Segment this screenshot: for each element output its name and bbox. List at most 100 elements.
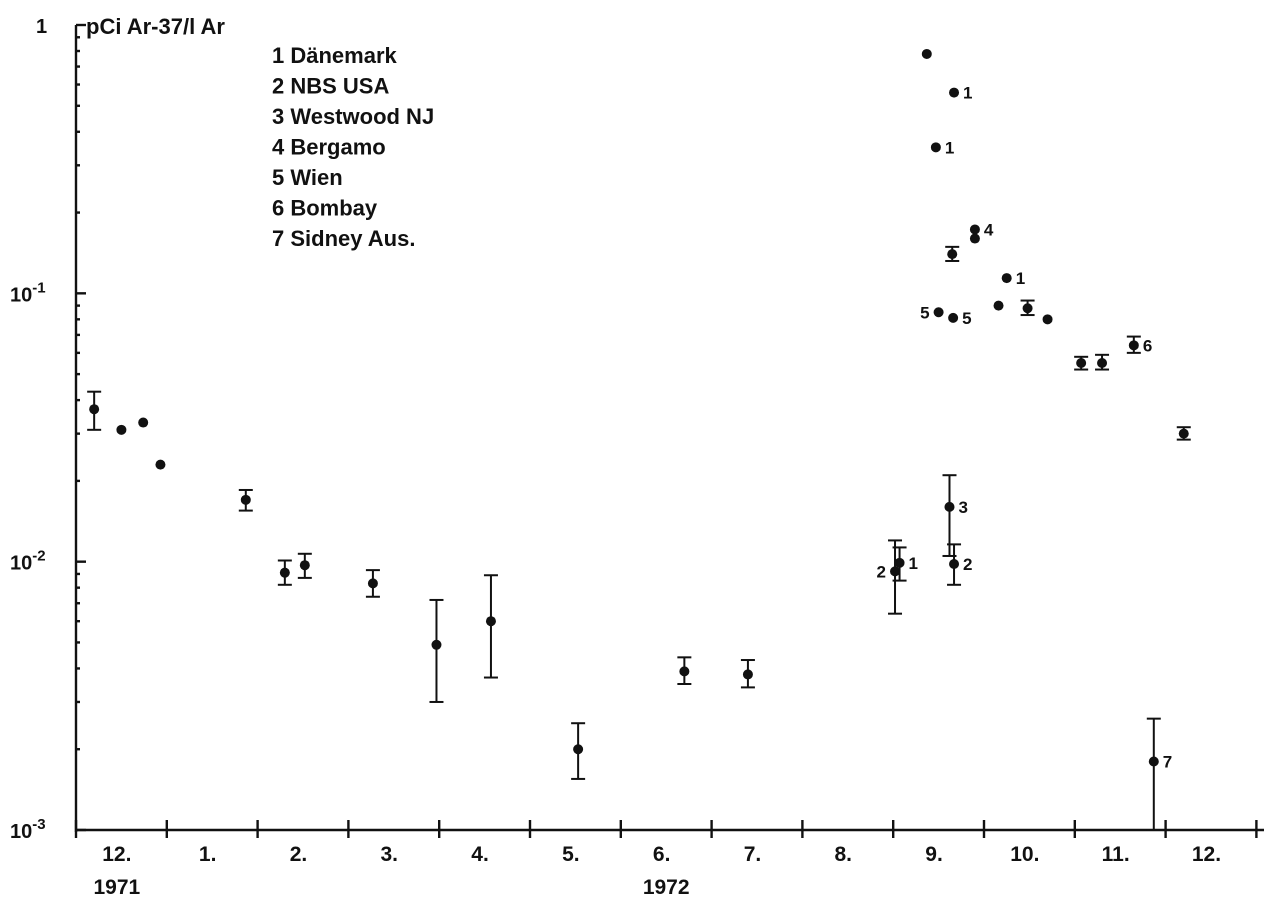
year-label: 1972 <box>643 876 690 899</box>
data-label: 3 <box>958 498 967 517</box>
x-tick-label: 12. <box>102 843 131 866</box>
data-marker <box>1128 340 1139 351</box>
data-marker <box>1042 314 1053 325</box>
data-point: 5 <box>948 309 972 328</box>
x-tick-label: 11. <box>1102 843 1130 866</box>
data-label: 6 <box>1143 336 1152 355</box>
data-marker <box>894 557 905 568</box>
x-tick-label: 7. <box>744 843 762 866</box>
data-marker <box>969 233 980 244</box>
legend-entry: 4 Bergamo <box>272 135 386 160</box>
x-tick-label: 4. <box>471 843 489 866</box>
data-point: 1 <box>930 138 954 157</box>
data-point <box>945 245 960 262</box>
data-point <box>1042 314 1053 325</box>
y-axis-ticks: 1 10-1 10-2 10-3 <box>10 16 86 843</box>
data-marker <box>299 560 310 571</box>
data-marker <box>573 744 584 755</box>
axes <box>74 25 1264 832</box>
y-tick-label: 10-1 <box>10 279 46 306</box>
data-marker <box>947 249 958 260</box>
data-point: 1 <box>892 546 918 582</box>
data-marker <box>116 424 127 435</box>
data-point <box>1074 355 1089 371</box>
x-tick-label: 1. <box>199 843 217 866</box>
y-tick-label: 10-2 <box>10 548 46 575</box>
x-tick-label: 8. <box>835 843 853 866</box>
data-marker <box>1097 358 1108 369</box>
data-point <box>483 574 498 679</box>
data-label: 4 <box>984 220 994 239</box>
x-tick-label: 9. <box>925 843 943 866</box>
data-marker <box>921 48 932 59</box>
data-marker <box>279 567 290 578</box>
data-point: 2 <box>877 539 903 615</box>
data-point: 6 <box>1126 335 1152 355</box>
data-point: 5 <box>920 303 944 322</box>
data-point <box>1176 426 1191 441</box>
data-label: 7 <box>1163 753 1172 772</box>
legend-entry: 5 Wien <box>272 165 343 190</box>
data-marker <box>89 404 100 415</box>
x-tick-label: 5. <box>562 843 580 866</box>
x-axis-ticks: 12. 1. 2. 3. 4. 5. 6. 7. 8. 9. 10. 11. 12. 1971 1972 <box>74 820 1258 899</box>
legend-entry: 7 Sidney Aus. <box>272 226 415 251</box>
x-tick-label: 6. <box>653 843 671 866</box>
legend-entry: 3 Westwood NJ <box>272 104 434 129</box>
data-point <box>740 659 755 689</box>
data-point <box>1095 353 1110 371</box>
data-point <box>571 722 586 780</box>
data-label: 1 <box>909 554 918 573</box>
data-point: 2 <box>947 543 973 586</box>
data-marker <box>1148 756 1159 767</box>
legend-entry: 1 Dänemark <box>272 43 398 68</box>
data-point <box>138 417 149 428</box>
data-marker <box>485 616 496 627</box>
data-point: 1 <box>949 84 973 103</box>
data-label: 1 <box>1016 269 1025 288</box>
data-marker <box>1001 273 1012 284</box>
data-point: 3 <box>942 474 968 557</box>
data-point <box>429 598 444 703</box>
data-point <box>116 424 127 435</box>
data-marker <box>948 312 959 323</box>
data-marker <box>1076 358 1087 369</box>
data-marker <box>949 559 960 570</box>
legend-entry: 6 Bombay <box>272 196 378 221</box>
year-label: 1971 <box>94 876 141 899</box>
data-marker <box>742 669 753 680</box>
data-points: 2 1 3 2 1 1 4 1 5 5 6 7 <box>87 48 1191 831</box>
x-tick-label: 10. <box>1010 843 1039 866</box>
data-marker <box>890 566 901 577</box>
x-tick-label: 2. <box>290 843 308 866</box>
data-point <box>677 656 692 686</box>
y-tick-label: 1 <box>36 16 47 38</box>
data-marker <box>944 501 955 512</box>
data-point <box>277 559 292 586</box>
data-label: 2 <box>877 562 886 581</box>
data-point <box>921 48 932 59</box>
data-marker <box>1178 428 1189 439</box>
data-marker <box>933 307 944 318</box>
data-marker <box>138 417 149 428</box>
data-point <box>365 569 380 598</box>
data-marker <box>930 142 941 153</box>
data-point: 1 <box>1001 269 1025 288</box>
data-point <box>87 390 102 431</box>
data-label: 5 <box>920 303 929 322</box>
y-tick-label: 10-3 <box>10 816 46 843</box>
data-point <box>969 233 980 244</box>
data-marker <box>1022 303 1033 314</box>
data-label: 5 <box>962 309 971 328</box>
x-tick-label: 3. <box>381 843 399 866</box>
data-point <box>1020 299 1035 317</box>
data-marker <box>993 300 1004 311</box>
data-marker <box>969 224 980 235</box>
data-point <box>297 552 312 579</box>
data-label: 2 <box>963 555 972 574</box>
data-marker <box>431 639 442 650</box>
data-marker <box>367 578 378 589</box>
legend: 1 Dänemark 2 NBS USA 3 Westwood NJ 4 Bergam… <box>272 43 434 251</box>
data-marker <box>679 666 690 677</box>
